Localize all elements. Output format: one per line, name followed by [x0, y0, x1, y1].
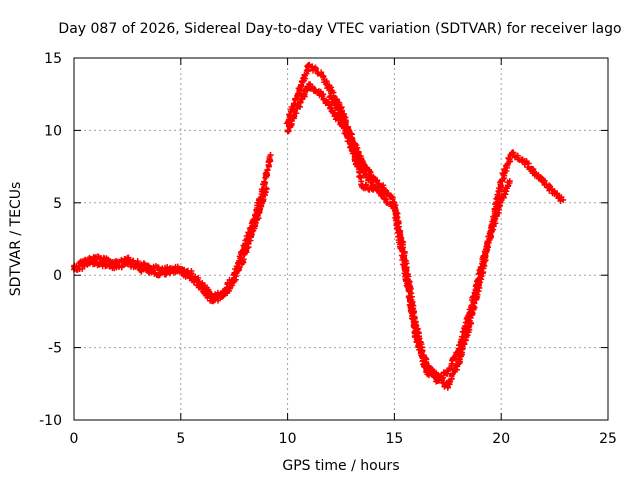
series-track-4 — [284, 81, 513, 385]
series-track-5 — [326, 93, 387, 198]
y-tick-label: -10 — [39, 413, 62, 429]
series-markers — [284, 81, 513, 385]
data-series — [71, 61, 567, 391]
x-tick-label: 15 — [385, 431, 403, 447]
axis-ticks: 0 5 10 15 20 25 -10 -5 0 5 10 15 — [39, 51, 617, 447]
series-track-3 — [283, 61, 567, 391]
y-tick-label: 15 — [44, 51, 62, 67]
series-markers — [283, 61, 565, 391]
series-markers — [326, 93, 386, 198]
x-axis-label: GPS time / hours — [282, 458, 399, 474]
x-tick-label: 0 — [70, 431, 79, 447]
series-track-1 — [71, 152, 274, 302]
y-axis-label: SDTVAR / TECUs — [8, 182, 24, 297]
series-markers — [71, 186, 270, 305]
x-tick-label: 20 — [492, 431, 510, 447]
series-markers — [71, 154, 274, 302]
y-tick-label: -5 — [48, 341, 62, 357]
chart-title: Day 087 of 2026, Sidereal Day-to-day VTE… — [58, 21, 621, 37]
series-track-2 — [71, 185, 270, 305]
plot-frame — [73, 57, 609, 421]
y-tick-label: 10 — [44, 123, 62, 139]
y-tick-label: 0 — [53, 268, 62, 284]
y-tick-label: 5 — [53, 196, 62, 212]
grid-lines — [74, 58, 608, 420]
x-tick-label: 5 — [176, 431, 185, 447]
x-tick-label: 25 — [599, 431, 617, 447]
x-tick-label: 10 — [279, 431, 297, 447]
